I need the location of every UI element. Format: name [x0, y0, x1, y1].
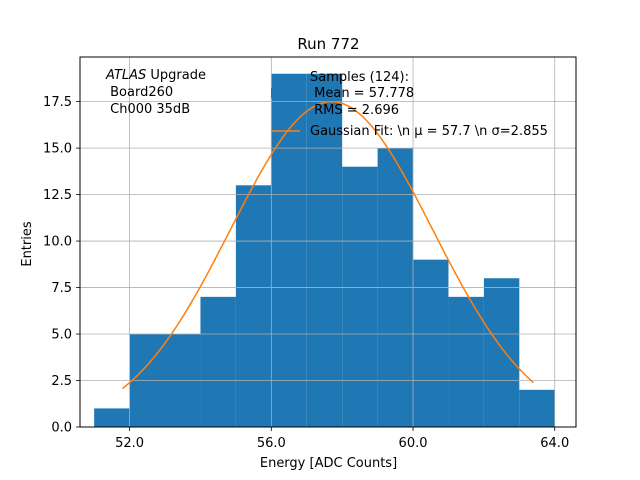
annotation-channel: Ch000 35dB [106, 102, 190, 117]
x-tick-label: 56.0 [257, 436, 286, 451]
y-tick-label: 5.0 [51, 328, 72, 343]
y-tick-label: 15.0 [43, 142, 72, 157]
y-tick-label: 17.5 [43, 95, 72, 110]
histogram-bar [235, 185, 272, 427]
annotation-upgrade: Upgrade [146, 68, 206, 83]
legend-fit-label: Gaussian Fit: \n μ = 57.7 \n σ=2.855 [310, 124, 548, 139]
legend-mean-label: Mean = 57.778 [310, 86, 414, 101]
histogram-bar [483, 278, 520, 427]
x-tick-label: 60.0 [399, 436, 428, 451]
x-tick-label: 52.0 [115, 436, 144, 451]
plot-frame [79, 56, 577, 428]
histogram-bar [342, 166, 378, 427]
legend-samples-label: Samples (124): [310, 70, 409, 85]
histogram-bar [306, 73, 343, 427]
grid-overlay [80, 57, 576, 428]
y-tick-label: 10.0 [43, 235, 72, 250]
fit-curve [122, 100, 534, 390]
chart-title: Run 772 [297, 35, 359, 53]
histogram-bar [448, 296, 484, 427]
annotation-board: Board260 [106, 85, 173, 100]
annotation: ATLAS Upgrade Board260 Ch000 35dB [105, 68, 206, 117]
y-tick-label: 2.5 [51, 374, 72, 389]
legend: Samples (124): Mean = 57.778 RMS = 2.696… [271, 70, 548, 139]
y-tick-label: 12.5 [43, 188, 72, 203]
legend-samples-swatch [271, 88, 300, 98]
histogram-bar [200, 296, 236, 427]
annotation-atlas: ATLAS [105, 68, 146, 83]
annotation-line-1: ATLAS Upgrade [105, 68, 206, 83]
y-tick-label: 7.5 [51, 281, 72, 296]
y-axis-ticks: 0.0 2.5 5.0 7.5 10.0 12.5 15.0 17.5 [43, 95, 80, 436]
x-tick-label: 64.0 [540, 436, 569, 451]
y-tick-label: 0.0 [51, 421, 72, 436]
histogram-bar [271, 73, 307, 427]
histogram-bar [519, 389, 555, 427]
histogram-bar [413, 259, 449, 427]
y-axis-label: Entries [20, 221, 35, 267]
histogram-bar [94, 408, 130, 427]
legend-rms-label: RMS = 2.696 [310, 103, 399, 118]
x-axis-label: Energy [ADC Counts] [260, 456, 397, 471]
x-axis-ticks: 52.0 56.0 60.0 64.0 [115, 427, 569, 451]
gaussian-fit [122, 100, 534, 390]
